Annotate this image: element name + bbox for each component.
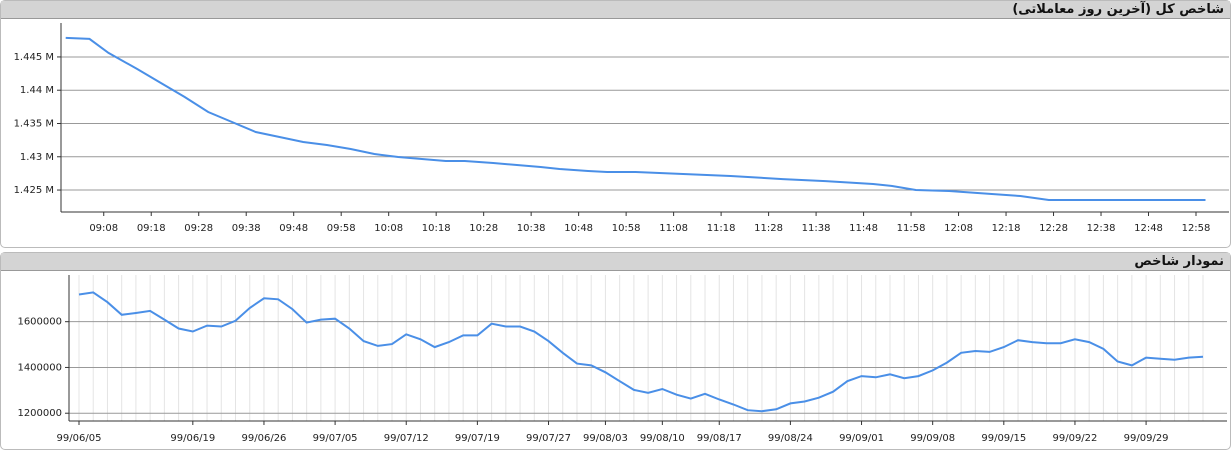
x-tick-label: 11:58: [897, 223, 926, 234]
x-tick-label: 12:18: [992, 223, 1021, 234]
x-tick-label: 10:58: [612, 223, 641, 234]
y-tick-label: 1.44 M: [20, 85, 54, 96]
chart: 09:08 09:18 09:28 09:38 09:48 09:58 10:08 10:18…: [14, 23, 1229, 234]
x-tick-label: 09:18: [137, 223, 166, 234]
x-tick-label: 99/07/12: [384, 433, 429, 444]
x-tick-label: 12:58: [1182, 223, 1211, 234]
x-tick-label: 10:38: [517, 223, 546, 234]
x-tick-label: 99/06/05: [57, 433, 102, 444]
x-tick-label: 99/09/29: [1124, 433, 1169, 444]
x-tick-label: 09:08: [89, 223, 118, 234]
panel: نمودار شاخص 99/06/05 99/06/19 99/06/26 99/0…: [0, 252, 1231, 450]
y-tick-label: 1.445 M: [14, 52, 54, 63]
y-tick-label: 1600000: [17, 317, 62, 328]
x-tick-label: 10:18: [422, 223, 451, 234]
line: [78, 291, 1204, 413]
x-tick-label: 99/09/15: [981, 433, 1026, 444]
y-tick-label: 1400000: [17, 362, 62, 373]
x-tick-label: 12:08: [944, 223, 973, 234]
x-tick-label: 11:28: [754, 223, 783, 234]
y-tick-label: 1.425 M: [14, 185, 54, 196]
y-tick-label: 1.43 M: [20, 152, 54, 163]
panel: شاخص کل (آخرین روز معاملاتی) 09:08 09:18 0…: [0, 0, 1231, 248]
x-tick-label: 99/08/10: [640, 433, 685, 444]
x-tick-label: 12:38: [1087, 223, 1116, 234]
x-tick-label: 11:08: [659, 223, 688, 234]
x-tick-label: 99/09/22: [1052, 433, 1097, 444]
panel-title: نمودار شاخص: [1, 253, 1230, 271]
panel-title: شاخص کل (آخرین روز معاملاتی): [1, 1, 1230, 19]
x-tick-label: 09:58: [327, 223, 356, 234]
x-tick-label: 99/08/17: [697, 433, 742, 444]
x-tick-label: 99/06/26: [242, 433, 287, 444]
line: [65, 36, 1206, 201]
x-tick-label: 99/07/27: [526, 433, 571, 444]
x-tick-label: 11:38: [802, 223, 831, 234]
x-tick-label: 99/06/19: [170, 433, 215, 444]
x-tick-label: 99/07/19: [455, 433, 500, 444]
x-tick-label: 10:08: [374, 223, 403, 234]
x-tick-label: 99/08/03: [583, 433, 628, 444]
y-tick-label: 1200000: [17, 408, 62, 419]
x-tick-label: 99/07/05: [313, 433, 358, 444]
x-tick-label: 99/08/24: [768, 433, 813, 444]
y-tick-label: 1.435 M: [14, 118, 54, 129]
x-tick-label: 99/09/01: [839, 433, 884, 444]
x-tick-label: 09:28: [184, 223, 213, 234]
x-tick-label: 09:38: [232, 223, 261, 234]
x-tick-label: 12:48: [1134, 223, 1163, 234]
x-tick-label: 10:28: [469, 223, 498, 234]
x-tick-label: 11:18: [707, 223, 736, 234]
x-tick-label: 11:48: [849, 223, 878, 234]
x-tick-label: 09:48: [279, 223, 308, 234]
chart: 99/06/05 99/06/19 99/06/26 99/07/05 99/07/12…: [17, 275, 1227, 444]
x-tick-label: 10:48: [564, 223, 593, 234]
x-tick-label: 99/09/08: [910, 433, 955, 444]
x-tick-label: 12:28: [1039, 223, 1068, 234]
